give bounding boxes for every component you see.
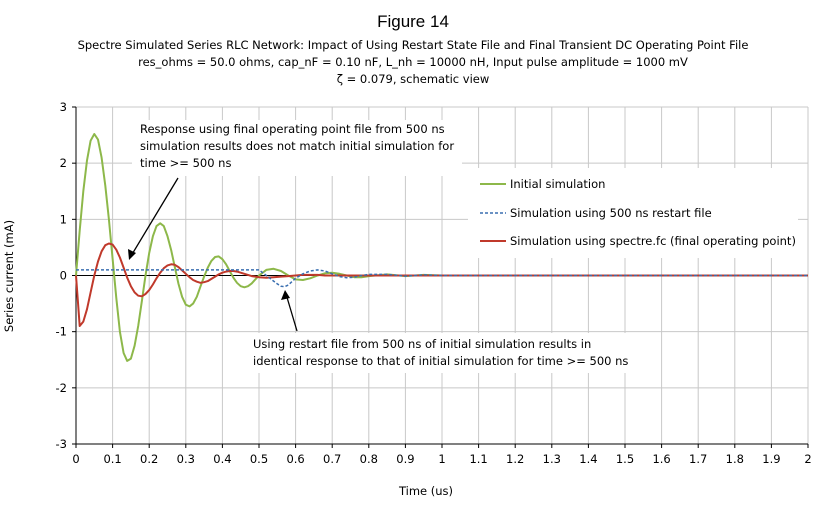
x-tick-label: 0.5 — [250, 452, 268, 466]
x-tick-label: 0.9 — [396, 452, 414, 466]
bottom-annotation-line-2: identical response to that of initial si… — [253, 354, 628, 368]
legend-label-initial: Initial simulation — [510, 177, 605, 191]
top-annotation-line-3: time >= 500 ns — [140, 156, 231, 170]
x-tick-label: 0.1 — [103, 452, 121, 466]
y-axis-label: Series current (mA) — [2, 220, 16, 332]
x-tick-label: 1.9 — [762, 452, 780, 466]
y-tick-label: -2 — [56, 381, 67, 395]
x-tick-label: 1.2 — [506, 452, 524, 466]
y-tick-label: 2 — [60, 156, 67, 170]
y-tick-label: -3 — [56, 437, 67, 451]
x-tick-label: 0.4 — [213, 452, 231, 466]
top-annotation-line-1: Response using final operating point fil… — [140, 122, 445, 136]
x-tick-label: 1.6 — [652, 452, 670, 466]
x-tick-label: 1.7 — [689, 452, 707, 466]
series-restart-line — [76, 269, 808, 288]
x-tick-labels: 0 0.1 0.2 0.3 0.4 0.5 0.6 0.7 0.8 0.9 1 1.1 1.2 1.3 1.… — [72, 444, 812, 466]
series-fc-line — [75, 242, 808, 327]
x-tick-label: 0.7 — [323, 452, 341, 466]
x-axis-label: Time (us) — [398, 484, 453, 498]
y-tick-label: 1 — [60, 212, 67, 226]
y-tick-label: 0 — [60, 269, 67, 283]
legend-label-fc: Simulation using spectre.fc (final opera… — [510, 234, 796, 248]
x-tick-label: 0 — [72, 452, 79, 466]
top-annotation-arrowhead — [128, 249, 136, 260]
series-group — [75, 133, 808, 362]
x-tick-label: 1.3 — [543, 452, 561, 466]
chart-subtitle-2: res_ohms = 50.0 ohms, cap_nF = 0.10 nF, … — [138, 55, 688, 69]
x-tick-label: 0.3 — [177, 452, 195, 466]
y-tick-labels: 3 2 1 0 -1 -2 -3 — [56, 100, 76, 451]
figure-title: Figure 14 — [377, 12, 449, 31]
x-tick-label: 0.6 — [286, 452, 304, 466]
chart-subtitle-1: Spectre Simulated Series RLC Network: Im… — [78, 38, 749, 52]
legend-label-restart: Simulation using 500 ns restart file — [510, 206, 712, 220]
x-tick-label: 1.5 — [616, 452, 634, 466]
bottom-annotation-line-1: Using restart file from 500 ns of initia… — [253, 337, 591, 351]
x-tick-label: 1.4 — [579, 452, 597, 466]
top-annotation-box — [132, 120, 462, 176]
bottom-annotation-box — [245, 333, 630, 373]
bottom-annotation-arrowhead — [281, 290, 290, 300]
x-tick-label: 2 — [804, 452, 811, 466]
legend: Initial simulation Simulation using 500 … — [468, 168, 798, 258]
x-tick-label: 1.1 — [469, 452, 487, 466]
y-tick-label: -1 — [56, 325, 67, 339]
x-tick-label: 0.8 — [360, 452, 378, 466]
x-tick-label: 1 — [438, 452, 445, 466]
bottom-annotation-arrow — [285, 293, 298, 332]
top-annotation-line-2: simulation results does not match initia… — [140, 139, 454, 153]
legend-box — [468, 168, 798, 258]
top-annotation-arrow — [130, 177, 179, 257]
chart-subtitle-3: ζ = 0.079, schematic view — [337, 72, 490, 86]
x-tick-label: 1.8 — [726, 452, 744, 466]
y-tick-label: 3 — [60, 100, 67, 114]
x-tick-label: 0.2 — [140, 452, 158, 466]
